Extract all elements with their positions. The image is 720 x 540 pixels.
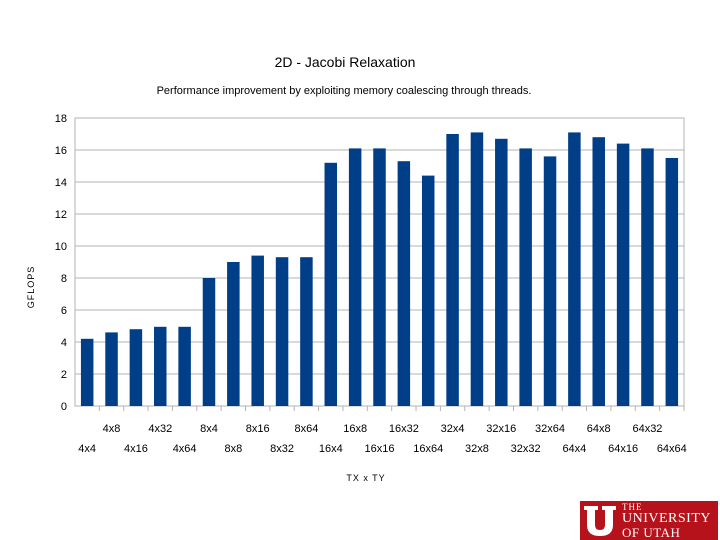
bar-64x32 [641,148,654,406]
bar-8x32 [275,257,289,406]
block-u-icon [584,506,616,536]
x-tick-label: 32x4 [441,423,465,435]
x-tick-label: 32x16 [486,423,516,435]
x-axis-label: TX x TY [346,473,385,483]
x-tick-label: 16x4 [319,443,343,455]
bar-32x32 [519,148,532,406]
x-tick-label: 8x8 [224,443,242,455]
bar-32x8 [470,132,484,406]
chart-title: 2D - Jacobi Relaxation [275,54,416,70]
x-tick-label: 64x8 [587,423,611,435]
x-tick-label: 8x4 [200,423,218,435]
y-tick-label: 14 [55,177,67,189]
logo-line-the: THE [622,501,643,512]
bar-8x4 [202,278,216,406]
bar-8x64 [300,257,313,406]
bar-4x32 [154,326,167,406]
x-tick-label: 8x64 [294,423,318,435]
x-tick-label: 16x32 [389,423,419,435]
bar-32x4 [446,134,459,406]
bar-64x16 [616,143,630,406]
y-tick-label: 2 [61,369,67,381]
x-tick-label: 16x16 [365,443,395,455]
x-tick-label: 64x16 [608,443,638,455]
x-tick-label: 4x32 [148,423,172,435]
x-tick-label: 4x8 [103,423,121,435]
x-tick-label: 64x32 [632,423,662,435]
y-tick-label: 0 [61,401,67,413]
bar-32x16 [495,138,508,407]
y-tick-label: 4 [61,337,67,349]
y-tick-label: 16 [55,145,67,157]
x-tick-label: 4x4 [78,443,96,455]
bar-16x8 [348,148,362,406]
bar-32x64 [543,156,557,406]
x-tick-label: 16x8 [343,423,367,435]
bar-16x64 [421,175,435,406]
y-tick-label: 8 [61,273,67,285]
logo-line-of-utah: OF UTAH [622,524,681,540]
x-tick-label: 32x32 [511,443,541,455]
bars [80,132,679,407]
bar-64x4 [568,132,581,406]
y-axis-label: GFLOPS [26,266,36,309]
x-tick-label: 64x64 [657,443,687,455]
chart-subtitle: Performance improvement by exploiting me… [157,85,532,97]
university-of-utah-logo: THE UNIVERSITY OF UTAH [580,501,718,540]
y-tick-label: 10 [55,241,67,253]
x-tick-label: 8x16 [246,423,270,435]
x-tick-label: 4x16 [124,443,148,455]
y-tick-label: 18 [55,113,67,125]
bar-4x4 [80,338,94,406]
logo-line-university: UNIVERSITY [622,510,711,526]
bar-64x8 [592,137,605,406]
x-tick-label: 64x4 [562,443,586,455]
bar-16x4 [324,162,338,406]
bar-4x16 [129,329,143,406]
x-tick-label: 4x64 [173,443,197,455]
bar-4x64 [178,326,191,406]
x-tick-label: 16x64 [413,443,443,455]
bar-16x16 [373,148,386,406]
x-tick-label: 32x64 [535,423,565,435]
bar-8x16 [251,255,264,406]
bar-8x8 [227,262,240,406]
x-tick-label: 8x32 [270,443,294,455]
x-tick-label: 32x8 [465,443,489,455]
bar-4x8 [105,332,118,406]
y-tick-label: 6 [61,305,67,317]
bar-64x64 [665,158,679,406]
bar-16x32 [397,161,411,406]
y-tick-label: 12 [55,209,67,221]
